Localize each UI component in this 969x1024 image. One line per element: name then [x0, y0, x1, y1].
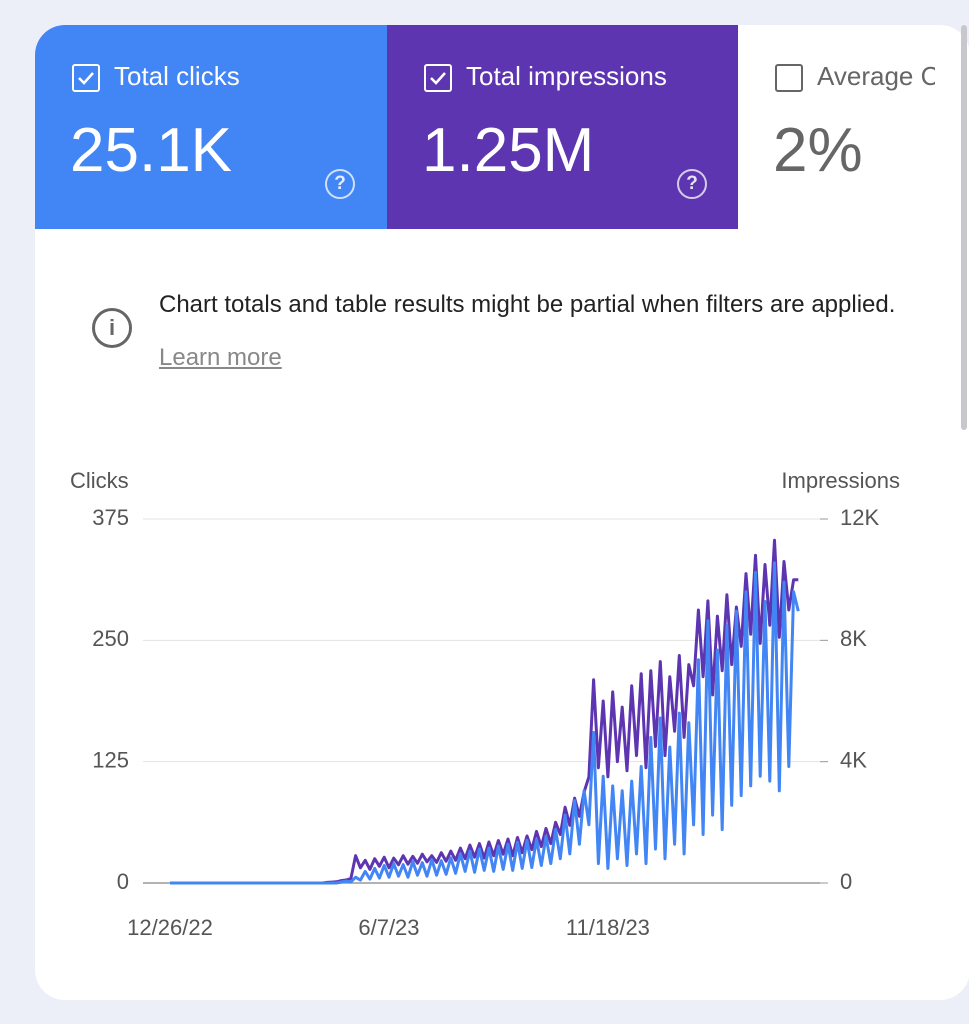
checkbox[interactable] — [424, 64, 452, 92]
performance-card: Total clicks 25.1K ? Total impressions 1… — [35, 25, 969, 1000]
y-tick-label: 375 — [92, 505, 129, 530]
checkbox[interactable] — [72, 64, 100, 92]
y2-axis-title: Impressions — [781, 468, 900, 493]
help-icon[interactable]: ? — [325, 169, 355, 199]
metric-label: Total impressions — [466, 61, 667, 91]
y-axis-title: Clicks — [70, 468, 129, 493]
info-icon: i — [92, 308, 132, 348]
scrollbar[interactable] — [961, 25, 967, 430]
y2-tick-label: 0 — [840, 869, 852, 894]
metric-label: Total clicks — [114, 61, 240, 91]
x-tick-label: 12/26/22 — [127, 915, 213, 940]
y2-tick-label: 4K — [840, 747, 867, 772]
help-icon[interactable]: ? — [677, 169, 707, 199]
series-line — [170, 561, 800, 885]
metric-value: 1.25M — [422, 116, 595, 185]
checkbox[interactable] — [775, 64, 803, 92]
x-tick-label: 11/18/23 — [566, 915, 650, 940]
metric-tile[interactable]: Total clicks 25.1K ? — [35, 25, 387, 229]
y2-tick-label: 8K — [840, 626, 867, 651]
x-tick-label: 6/7/23 — [358, 915, 419, 940]
metric-value: 2% — [773, 116, 863, 185]
metric-label: Average CTR — [817, 61, 935, 91]
metric-tile[interactable]: Total impressions 1.25M ? — [387, 25, 738, 229]
y-tick-label: 250 — [92, 626, 129, 651]
metric-tile[interactable]: Average CTR 2% — [738, 25, 935, 229]
y-tick-label: 125 — [92, 747, 129, 772]
y-tick-label: 0 — [117, 869, 129, 894]
metric-value: 25.1K — [70, 116, 233, 185]
learn-more-link[interactable]: Learn more — [159, 344, 282, 371]
notice-text: Chart totals and table results might be … — [159, 291, 896, 318]
y2-tick-label: 12K — [840, 505, 879, 530]
notice: Chart totals and table results might be … — [159, 278, 949, 384]
